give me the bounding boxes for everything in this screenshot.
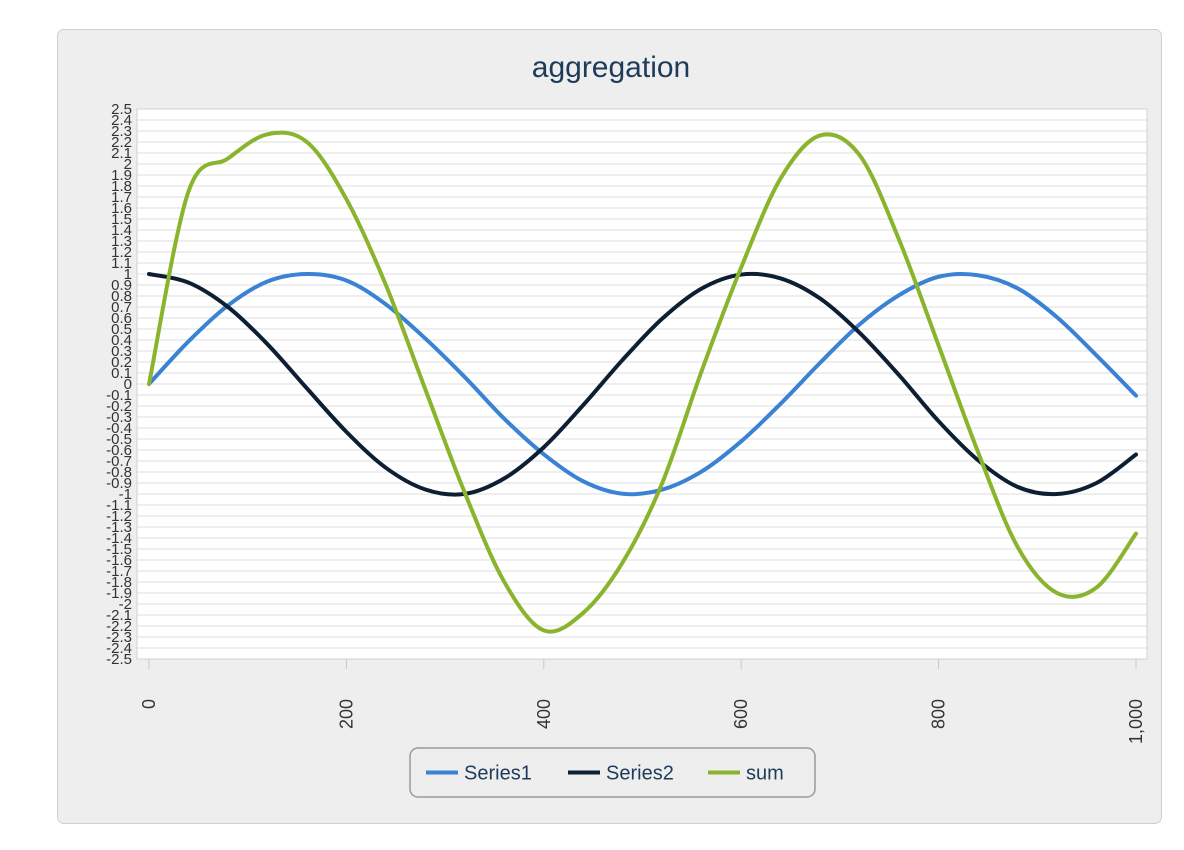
- y-tick-label: -1.6: [106, 552, 132, 569]
- y-tick-label: 2.5: [111, 101, 132, 118]
- legend-item-sum[interactable]: sum: [708, 763, 784, 785]
- y-tick-label: -0.7: [106, 453, 132, 470]
- y-tick-label: -0.3: [106, 409, 132, 426]
- series-line-sum: [147, 130, 1138, 634]
- y-tick-label: -1.9: [106, 585, 132, 602]
- y-tick-label: -2.4: [106, 640, 132, 657]
- x-tick-label: 200: [336, 699, 356, 729]
- plot-area: 2.52.42.32.22.121.91.81.71.61.51.41.31.2…: [106, 101, 1148, 744]
- y-tick-label: -2: [119, 596, 132, 613]
- y-tick-label: 1.6: [111, 200, 132, 217]
- y-tick-label: 1.3: [111, 233, 132, 250]
- y-tick-label: 1.2: [111, 244, 132, 261]
- y-tick-label: 0.7: [111, 299, 132, 316]
- y-tick-label: -1.2: [106, 508, 132, 525]
- y-tick-label: 0.4: [111, 332, 132, 349]
- y-tick-label: 1.1: [111, 255, 132, 272]
- y-tick-label: 1.5: [111, 211, 132, 228]
- y-tick-label: 0.3: [111, 343, 132, 360]
- y-tick-label: 0.6: [111, 310, 132, 327]
- y-tick-label: -0.2: [106, 398, 132, 415]
- y-tick-label: -1.1: [106, 497, 132, 514]
- y-tick-label: -0.4: [106, 420, 132, 437]
- y-tick-label: -1.4: [106, 530, 132, 547]
- y-tick-label: 2.4: [111, 112, 132, 129]
- y-tick-label: 0.8: [111, 288, 132, 305]
- y-tick-label: 1.7: [111, 189, 132, 206]
- y-tick-label: 0.9: [111, 277, 132, 294]
- y-tick-label: 0.5: [111, 321, 132, 338]
- y-tick-label: 0: [124, 376, 132, 393]
- chart-svg: aggregation 2.52.42.32.22.121.91.81.71.6…: [106, 51, 1148, 798]
- y-tick-label: 2.3: [111, 123, 132, 140]
- y-tick-label: -0.9: [106, 475, 132, 492]
- y-tick-label: -1.8: [106, 574, 132, 591]
- y-tick-label: -2.5: [106, 651, 132, 668]
- y-tick-label: 2: [124, 156, 132, 173]
- legend[interactable]: Series1 Series2 sum: [409, 747, 816, 798]
- y-tick-label: 2.1: [111, 145, 132, 162]
- legend-item-series1[interactable]: Series1: [426, 763, 532, 785]
- series-line-series2: [147, 271, 1138, 497]
- y-tick-label: -1.7: [106, 563, 132, 580]
- y-tick-label: -2.1: [106, 607, 132, 624]
- y-tick-label: 0.1: [111, 365, 132, 382]
- x-tick-label: 600: [731, 699, 751, 729]
- y-tick-label: 0.2: [111, 354, 132, 371]
- x-tick-label: 400: [534, 699, 554, 729]
- y-tick-label: -1.5: [106, 541, 132, 558]
- y-tick-label: -1: [119, 486, 132, 503]
- legend-label: Series1: [464, 763, 532, 785]
- y-tick-label: -1.3: [106, 519, 132, 536]
- x-tick-label: 800: [929, 699, 949, 729]
- y-tick-label: -0.5: [106, 431, 132, 448]
- series-line-series1: [147, 271, 1138, 497]
- y-tick-label: 1.9: [111, 167, 132, 184]
- y-tick-label: -0.6: [106, 442, 132, 459]
- y-tick-label: 2.2: [111, 134, 132, 151]
- plot-border: [136, 108, 1148, 660]
- y-tick-label: -0.8: [106, 464, 132, 481]
- y-tick-label: 1.8: [111, 178, 132, 195]
- y-tick-label: -2.2: [106, 618, 132, 635]
- y-tick-label: 1.4: [111, 222, 132, 239]
- x-tick-label: 1,000: [1126, 699, 1146, 744]
- y-tick-label: -2.3: [106, 629, 132, 646]
- legend-label: sum: [746, 763, 784, 785]
- chart-title: aggregation: [532, 51, 690, 84]
- y-tick-label: 1: [124, 266, 132, 283]
- y-tick-label: -0.1: [106, 387, 132, 404]
- x-tick-label: 0: [139, 699, 159, 709]
- chart-panel: aggregation 2.5 2.4 2.3 2.2 2.1 2 1.9 1.8 1.7 1.6…: [57, 29, 1162, 824]
- legend-box: [409, 747, 816, 798]
- legend-label: Series2: [606, 763, 674, 785]
- legend-item-series2[interactable]: Series2: [568, 763, 674, 785]
